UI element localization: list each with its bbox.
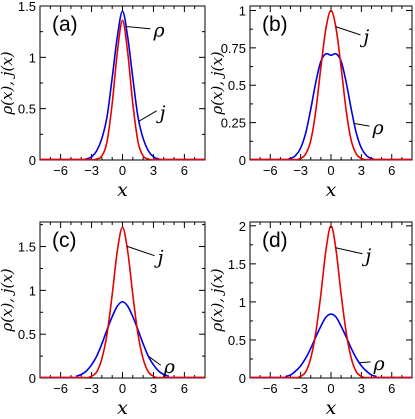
x-tick-label: 0	[119, 381, 126, 396]
panel-label: (a)	[52, 13, 78, 36]
x-tick-label: 3	[150, 381, 157, 396]
series-line-j	[295, 224, 367, 378]
annotation-leader	[359, 361, 371, 364]
x-axis-label: x	[117, 397, 128, 419]
x-tick-label: −6	[53, 381, 68, 396]
y-axis-label: ρ(x), j(x)	[0, 51, 16, 115]
panel-b: −6 −3 0 3 6 0 0.25 0.5 0.75 1 j ρ (b) x ρ(x), j(x)	[208, 3, 413, 201]
x-tick-label: 3	[150, 163, 157, 178]
annotation-label: ρ	[373, 353, 386, 375]
y-tick-label: 0	[29, 153, 36, 168]
y-tick-label: 0.5	[228, 333, 246, 348]
panel-d: −6 −3 0 3 6 0 0.5 1 1.5 2 j ρ (d) x ρ(x), j(x)	[208, 219, 413, 419]
x-tick-label: 6	[181, 163, 188, 178]
x-axis-label: x	[326, 397, 337, 419]
x-tick-label: 0	[327, 381, 334, 396]
y-tick-label: 0.5	[18, 102, 36, 117]
y-tick-label: 1.5	[18, 240, 36, 255]
x-tick-label: 3	[358, 163, 365, 178]
annotation-leader	[335, 26, 361, 36]
x-tick-label: −6	[263, 381, 278, 396]
annotation-label: j	[156, 102, 166, 124]
x-tick-label: −6	[53, 163, 68, 178]
annotation-label: ρ	[372, 117, 385, 139]
y-tick-label: 1	[29, 50, 36, 65]
series-line-rho	[285, 52, 377, 160]
x-axis-label: x	[117, 179, 128, 201]
panel-label: (d)	[262, 229, 288, 252]
annotation-label: ρ	[163, 356, 176, 378]
annotation-label: ρ	[152, 20, 165, 42]
series-line-rho	[81, 10, 164, 160]
annotation-leader	[138, 110, 157, 122]
series-line-rho	[75, 300, 170, 378]
series-line-j	[86, 226, 159, 378]
y-tick-label: 0.5	[228, 78, 246, 93]
panel-c: −6 −3 0 3 6 0 0.5 1 1.5 j ρ (c) x ρ(x), j(x)	[0, 221, 206, 419]
y-tick-label: 0	[239, 371, 246, 386]
series-line-j	[91, 19, 154, 160]
x-tick-label: 0	[119, 163, 126, 178]
series-line-j	[295, 9, 367, 160]
y-tick-label: 0.25	[221, 116, 246, 131]
annotation-leader	[125, 26, 151, 30]
annotation-leader	[335, 247, 363, 255]
y-tick-label: 1.5	[18, 0, 36, 14]
y-tick-label: 0.75	[221, 41, 246, 56]
y-tick-label: 2	[239, 219, 246, 234]
x-tick-label: 6	[388, 163, 395, 178]
y-tick-label: 0	[29, 371, 36, 386]
annotation-label: j	[154, 247, 164, 269]
y-tick-label: 1	[29, 283, 36, 298]
annotation-label: j	[361, 245, 371, 267]
annotation-label: j	[359, 26, 369, 48]
panel-a: −6 −3 0 3 6 0 0.5 1 1.5 ρ j (a) x ρ(x), j(x)	[0, 0, 206, 201]
series-line-rho	[285, 313, 377, 378]
x-tick-label: −3	[293, 163, 308, 178]
x-tick-label: −3	[293, 381, 308, 396]
y-tick-label: 1.5	[228, 257, 246, 272]
y-axis-label: ρ(x), j(x)	[208, 268, 226, 332]
y-tick-label: 0	[239, 153, 246, 168]
annotation-leader	[147, 355, 162, 366]
panel-label: (c)	[52, 229, 77, 252]
x-tick-label: 6	[181, 381, 188, 396]
y-tick-label: 0.5	[18, 327, 36, 342]
x-tick-label: 6	[388, 381, 395, 396]
y-tick-label: 1	[239, 295, 246, 310]
x-tick-label: −3	[84, 163, 99, 178]
panel-label: (b)	[262, 13, 288, 36]
x-tick-label: −3	[84, 381, 99, 396]
x-tick-label: 0	[327, 163, 334, 178]
y-axis-label: ρ(x), j(x)	[0, 268, 16, 332]
y-tick-label: 1	[239, 3, 246, 18]
annotation-leader	[126, 245, 155, 257]
x-tick-label: 3	[358, 381, 365, 396]
annotation-leader	[354, 123, 370, 127]
x-axis-label: x	[326, 179, 337, 201]
y-axis-label: ρ(x), j(x)	[208, 51, 226, 115]
x-tick-label: −6	[263, 163, 278, 178]
